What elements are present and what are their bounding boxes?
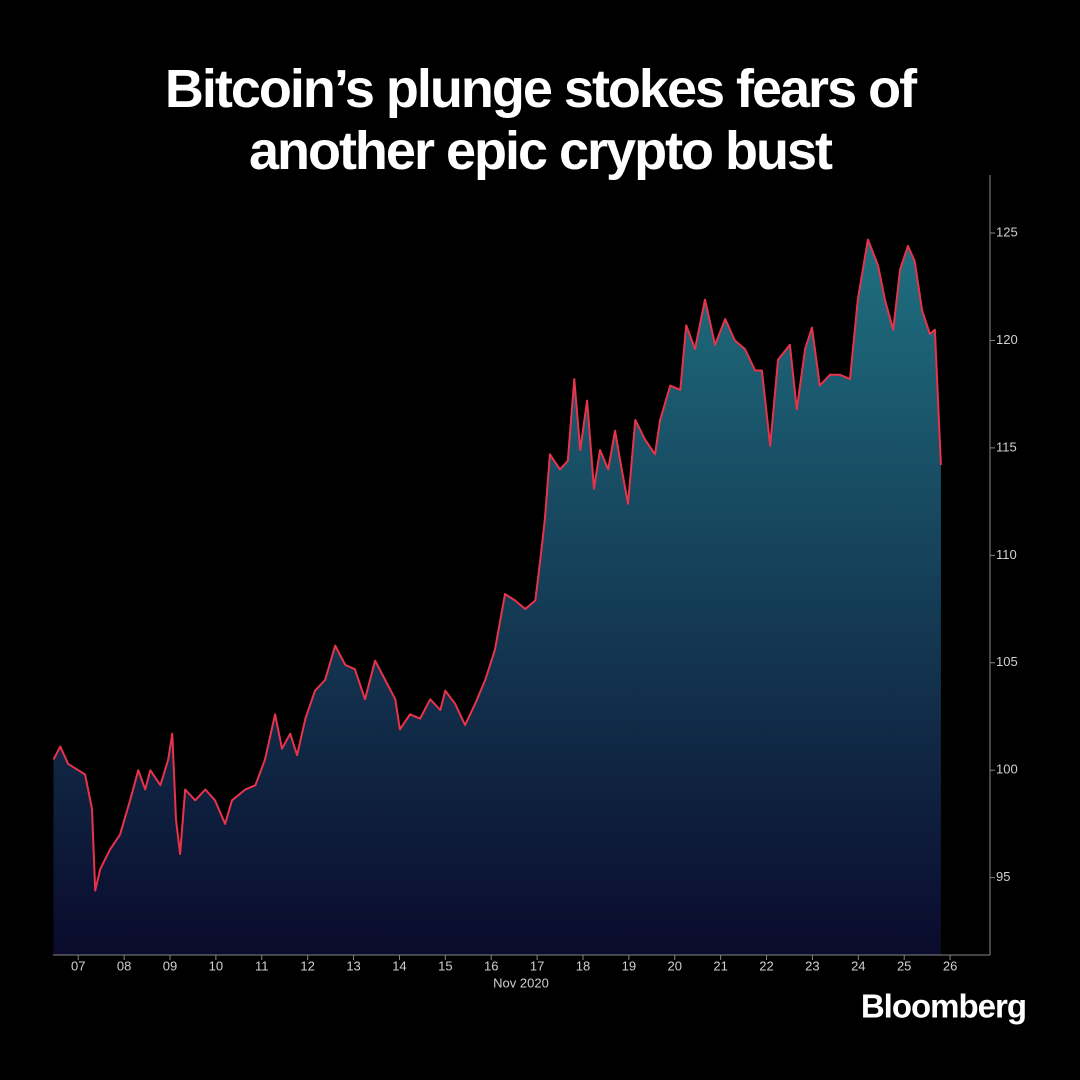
x-tick-label: 07 (71, 958, 85, 973)
x-tick-label: 18 (576, 958, 590, 973)
x-tick-label: 24 (851, 958, 865, 973)
x-tick-label: 20 (668, 958, 682, 973)
x-tick-label: 12 (300, 958, 314, 973)
logo: Bloomberg (861, 988, 1026, 1025)
x-tick-label: 10 (209, 958, 223, 973)
y-tick-label: 110 (996, 547, 1017, 562)
y-tick-label: 95 (996, 869, 1010, 884)
y-tick-label: 125 (996, 224, 1018, 239)
x-tick-label: 14 (392, 958, 406, 973)
y-tick-label: 120 (996, 332, 1018, 347)
x-tick-label: 13 (346, 958, 360, 973)
x-tick-label: 22 (759, 958, 773, 973)
x-tick-label: 19 (622, 958, 636, 973)
y-tick-label: 115 (996, 439, 1017, 454)
x-tick-label: 15 (438, 958, 452, 973)
chart-title: Bitcoin’s plunge stokes fears of another… (164, 59, 917, 181)
x-tick-label: 09 (163, 958, 177, 973)
y-tick-label: 100 (996, 762, 1018, 777)
y-tick-label: 105 (996, 654, 1018, 669)
area (53, 239, 941, 955)
x-tick-label: 11 (255, 958, 269, 973)
x-tick-label: 21 (713, 958, 727, 973)
x-tick-label: 08 (117, 958, 131, 973)
x-axis-label: Nov 2020 (493, 975, 549, 990)
x-tick-label: 23 (805, 958, 819, 973)
line (52, 238, 942, 892)
x-tick-label: 16 (484, 958, 498, 973)
x-tick-label: 26 (943, 958, 957, 973)
x-tick-label: 25 (897, 958, 911, 973)
x-tick-label: 17 (530, 958, 544, 973)
